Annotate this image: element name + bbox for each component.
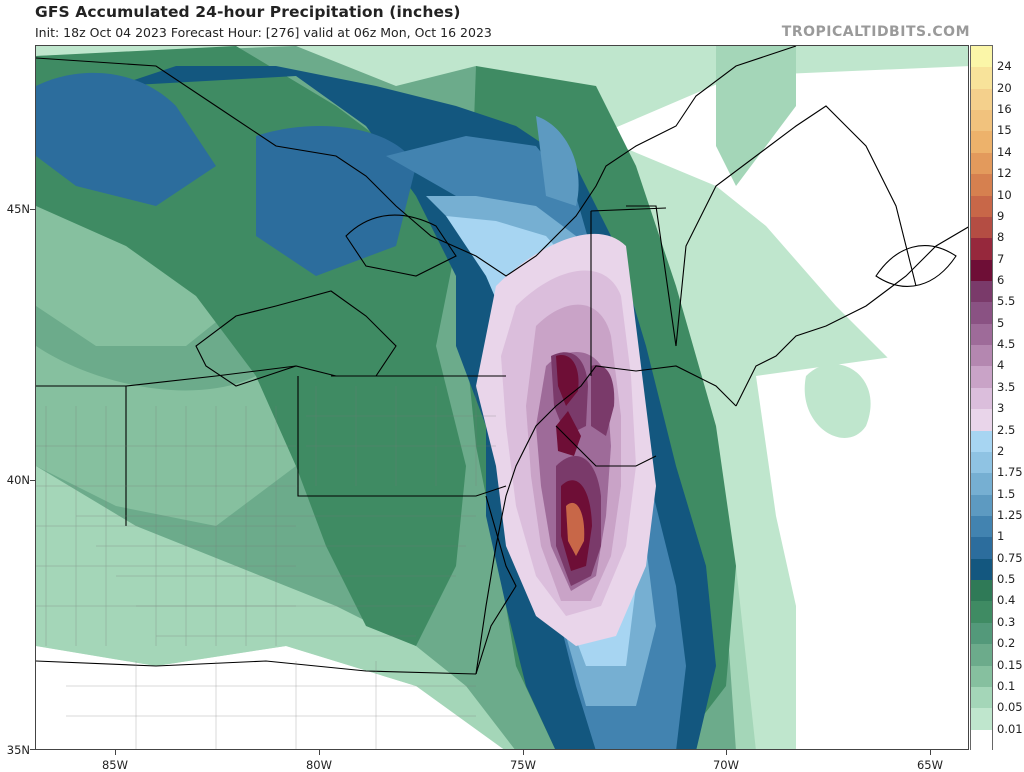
legend-swatch <box>971 174 992 197</box>
lon-label-85w: 85W <box>101 758 128 772</box>
legend-swatch <box>971 494 992 517</box>
dry-area-south <box>36 646 506 749</box>
legend-label: 4 <box>997 358 1005 373</box>
precipitation-field <box>36 46 968 749</box>
legend-label: 3.5 <box>997 379 1016 394</box>
legend-swatch <box>971 686 992 709</box>
dry-area-canada <box>596 66 968 366</box>
legend-swatch <box>971 46 992 68</box>
legend-colorbar <box>970 45 993 751</box>
legend-swatch <box>971 601 992 624</box>
legend-label: 8 <box>997 230 1005 245</box>
legend-label: 1.5 <box>997 486 1016 501</box>
legend-swatch <box>971 451 992 474</box>
legend-label: 0.05 <box>997 700 1023 715</box>
legend-swatch <box>971 259 992 282</box>
legend-swatch <box>971 323 992 346</box>
legend-label: 9 <box>997 208 1005 223</box>
legend-swatch <box>971 558 992 581</box>
legend-swatch <box>971 238 992 261</box>
lon-tick <box>726 750 727 755</box>
legend-swatch <box>971 473 992 496</box>
lon-tick <box>930 750 931 755</box>
legend-swatch <box>971 216 992 239</box>
legend-swatch <box>971 345 992 367</box>
legend-label: 1 <box>997 529 1005 544</box>
legend-swatch <box>971 409 992 432</box>
legend-label: 16 <box>997 102 1012 117</box>
legend-label: 2 <box>997 443 1005 458</box>
lon-tick <box>319 750 320 755</box>
precipitation-map <box>35 45 969 750</box>
legend-swatch <box>971 131 992 154</box>
legend-label: 7 <box>997 251 1005 266</box>
lat-label-35n: 35N <box>6 743 30 757</box>
legend-label: 0.3 <box>997 614 1016 629</box>
legend-swatch <box>971 729 992 751</box>
lon-tick <box>523 750 524 755</box>
legend-label: 4.5 <box>997 337 1016 352</box>
legend-swatch <box>971 302 992 325</box>
map-title: GFS Accumulated 24-hour Precipitation (i… <box>35 3 461 21</box>
legend-swatch <box>971 281 992 303</box>
legend-swatch <box>971 622 992 645</box>
legend-swatch <box>971 88 992 111</box>
map-subtitle: Init: 18z Oct 04 2023 Forecast Hour: [27… <box>35 25 492 40</box>
site-credit: TROPICALTIDBITS.COM <box>781 24 970 40</box>
lon-label-65w: 65W <box>916 758 943 772</box>
legend-swatch <box>971 516 992 538</box>
legend-label: 2.5 <box>997 422 1016 437</box>
lat-tick <box>30 209 35 210</box>
legend-label: 24 <box>997 59 1012 74</box>
legend-label: 0.2 <box>997 636 1016 651</box>
legend-label: 20 <box>997 80 1012 95</box>
legend-label: 3 <box>997 401 1005 416</box>
lat-tick <box>30 480 35 481</box>
legend-label: 5.5 <box>997 294 1016 309</box>
legend-swatch <box>971 195 992 218</box>
legend-swatch <box>971 387 992 410</box>
legend-swatch <box>971 110 992 132</box>
lon-label-80w: 80W <box>305 758 332 772</box>
legend-label: 5 <box>997 315 1005 330</box>
lat-tick <box>30 749 35 750</box>
legend-swatch <box>971 708 992 731</box>
lat-label-40n: 40N <box>6 473 30 487</box>
county-lines <box>36 386 496 749</box>
legend-swatch <box>971 665 992 688</box>
legend-swatch <box>971 644 992 667</box>
lat-label-45n: 45N <box>6 202 30 216</box>
legend-label: 14 <box>997 144 1012 159</box>
legend-swatch <box>971 430 992 453</box>
boundary-lines <box>36 46 968 675</box>
legend-label: 1.75 <box>997 465 1023 480</box>
legend-label: 0.4 <box>997 593 1016 608</box>
legend-swatch <box>971 580 992 602</box>
legend-label: 1.25 <box>997 508 1023 522</box>
legend-label: 12 <box>997 166 1012 181</box>
dry-area-atlantic <box>756 346 968 749</box>
lon-tick <box>115 750 116 755</box>
legend-label: 0.01 <box>997 721 1023 736</box>
legend-swatch <box>971 152 992 175</box>
legend-label: 0.15 <box>997 657 1023 672</box>
legend-swatch <box>971 67 992 90</box>
legend-label: 0.1 <box>997 678 1016 693</box>
legend-swatch <box>971 366 992 389</box>
legend-label: 0.75 <box>997 550 1023 565</box>
legend-label: 10 <box>997 187 1012 202</box>
legend-label: 6 <box>997 273 1005 287</box>
lon-label-70w: 70W <box>712 758 739 772</box>
legend-swatch <box>971 537 992 560</box>
legend-label: 0.5 <box>997 572 1016 587</box>
legend-label: 15 <box>997 123 1012 138</box>
lon-label-75w: 75W <box>509 758 536 772</box>
